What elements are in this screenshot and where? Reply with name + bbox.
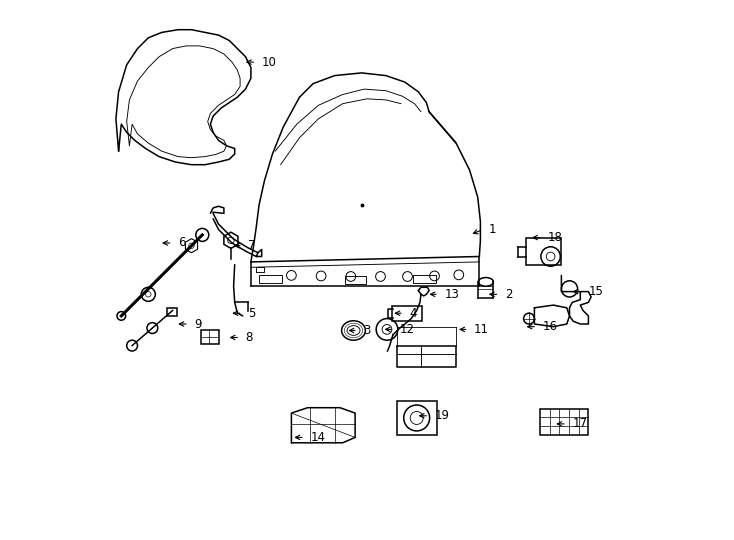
Polygon shape <box>186 239 197 253</box>
Text: 5: 5 <box>248 307 255 320</box>
Bar <box>259 275 282 283</box>
Text: 12: 12 <box>399 323 415 336</box>
Bar <box>167 308 177 316</box>
Bar <box>526 238 562 265</box>
Text: 13: 13 <box>444 288 459 301</box>
Text: 9: 9 <box>195 318 202 330</box>
Text: 8: 8 <box>245 331 253 344</box>
Bar <box>413 275 435 283</box>
Text: 7: 7 <box>248 239 255 252</box>
Text: 3: 3 <box>363 324 371 337</box>
Bar <box>396 401 437 435</box>
Polygon shape <box>291 408 355 443</box>
Circle shape <box>117 312 126 320</box>
Text: 18: 18 <box>548 231 563 244</box>
Text: 4: 4 <box>409 307 417 320</box>
Text: 15: 15 <box>589 285 603 298</box>
Text: 14: 14 <box>310 431 325 444</box>
Text: 1: 1 <box>489 223 496 236</box>
Text: 19: 19 <box>435 409 449 422</box>
Text: 6: 6 <box>178 237 186 249</box>
Text: 2: 2 <box>505 288 512 301</box>
Text: 16: 16 <box>542 320 558 333</box>
Text: 17: 17 <box>573 417 587 430</box>
Bar <box>346 276 366 284</box>
Bar <box>539 409 589 435</box>
Text: 11: 11 <box>474 323 489 336</box>
Text: 10: 10 <box>262 56 277 69</box>
